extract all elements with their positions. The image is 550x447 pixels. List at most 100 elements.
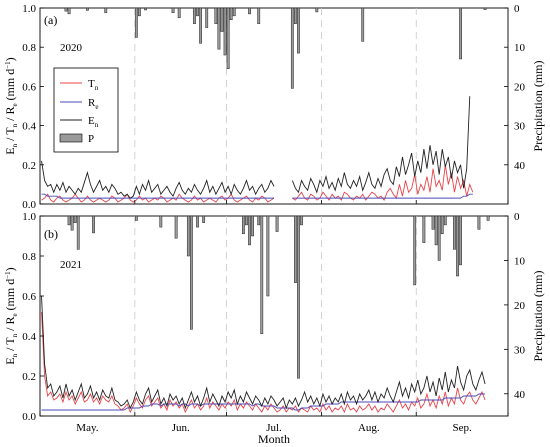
panel-b-ylabel-right: Precipitation (mm) (531, 271, 545, 362)
ytick-right-label: 10 (514, 42, 526, 54)
precip-bar (290, 7, 294, 89)
panel-a-year: 2020 (60, 42, 83, 54)
series-tn-line (41, 311, 486, 414)
ytick-right-label: 30 (514, 344, 526, 356)
precip-bar (232, 7, 236, 17)
precip-bar (202, 215, 206, 223)
precip-bar (177, 7, 181, 19)
precip-bar (134, 7, 138, 38)
precip-bar (193, 7, 196, 24)
legend-en: En (88, 115, 99, 129)
ytick-left-label: 0.8 (22, 42, 36, 54)
month-dividers (134, 8, 417, 416)
axis-ticks: 0.0 0.2 0.4 0.6 0.8 1.0 0 10 20 30 40 0.0 0.2 0.4 0.6 0… (22, 3, 525, 423)
ytick-right-label: 40 (514, 160, 526, 172)
precip-bar (443, 215, 447, 226)
ytick-left-label: 0.6 (22, 291, 36, 303)
x-month-labels: May. Jun. Jul. Aug. Sep. (76, 422, 472, 434)
legend-p-swatch (59, 133, 83, 143)
precip-bar (104, 7, 108, 13)
precip-bar (248, 7, 251, 15)
ytick-left-label: 0.8 (22, 251, 36, 263)
precip-bar (483, 7, 487, 10)
series-re-line (41, 393, 486, 411)
x-axis-title: Month (258, 432, 290, 446)
precip-bar (413, 215, 417, 286)
ytick-left-label: 0.0 (22, 411, 36, 423)
precip-bar (196, 215, 199, 228)
precip-bar (251, 215, 254, 237)
precip-bar (300, 215, 303, 226)
precip-bar (220, 7, 224, 32)
ytick-left-label: 0.6 (22, 81, 36, 93)
precip-bar (171, 7, 175, 13)
panel-a-series (41, 96, 474, 203)
series-re-line (292, 193, 473, 199)
precip-bar (214, 7, 218, 24)
precip-bar (205, 7, 209, 28)
precip-bar (297, 7, 300, 54)
x-month-label: Jun. (172, 422, 190, 434)
legend-tn: Tn (88, 78, 99, 92)
x-month-label: Aug. (358, 422, 380, 434)
panel-b-year: 2021 (60, 259, 82, 271)
ytick-right-label: 10 (514, 255, 526, 267)
ytick-right-label: 0 (514, 3, 520, 15)
series-en-line (41, 160, 275, 199)
precip-bar (64, 7, 68, 12)
panel-b-frame (39, 215, 509, 417)
panel-a-label: (a) (44, 13, 57, 27)
precip-bar (437, 215, 441, 261)
panel-b-series (41, 295, 486, 414)
ytick-left-label: 1.0 (22, 211, 36, 223)
series-en-line (41, 295, 486, 410)
panel-b-precip-bars (67, 215, 490, 379)
ytick-left-label: 0.2 (22, 160, 36, 172)
precip-bar (217, 7, 221, 50)
precip-bar (431, 215, 435, 230)
precip-bar (434, 215, 438, 246)
precip-bar (257, 215, 261, 226)
precip-bar (459, 215, 462, 266)
precip-bar (315, 7, 319, 13)
precip-bar (257, 7, 261, 24)
series-tn-line (41, 193, 275, 203)
precip-bar (266, 215, 270, 297)
precip-bar (196, 7, 199, 17)
precip-bar (70, 215, 74, 231)
precip-bar (275, 215, 279, 232)
ytick-left-label: 0.4 (22, 331, 36, 343)
precip-bar (159, 215, 163, 228)
panel-b-label: (b) (44, 227, 58, 241)
precip-bar (76, 215, 80, 250)
panel-a-precip-bars (64, 7, 487, 89)
legend-p: P (88, 133, 94, 145)
panel-a-ylabel-left: En / Tn / Re (mm d−1) (3, 57, 19, 154)
precip-bar (223, 7, 227, 56)
precip-bar (477, 215, 481, 230)
precip-bar (456, 215, 459, 277)
ytick-right-label: 30 (514, 121, 526, 133)
precip-bar (73, 215, 77, 223)
precip-bar (260, 215, 264, 335)
precip-bar (138, 7, 141, 17)
precip-bar (361, 7, 365, 42)
precip-bar (453, 215, 456, 250)
precip-bar (144, 7, 147, 11)
precip-bar (92, 215, 95, 234)
precip-bar (67, 7, 71, 15)
precip-bar (134, 215, 138, 221)
precip-bar (459, 7, 462, 60)
precip-bar (67, 215, 71, 226)
x-month-label: Jul. (266, 422, 282, 434)
series-en-line (291, 96, 471, 194)
ytick-right-label: 20 (514, 81, 526, 93)
precip-bar (242, 215, 245, 235)
precip-bar (248, 215, 251, 246)
precip-bar (297, 215, 300, 379)
precip-bar (294, 7, 297, 24)
panel-b-ylabel-left: En / Tn / Re (mm d−1) (3, 267, 19, 364)
precip-bar (174, 215, 178, 239)
x-month-label: May. (76, 422, 98, 434)
